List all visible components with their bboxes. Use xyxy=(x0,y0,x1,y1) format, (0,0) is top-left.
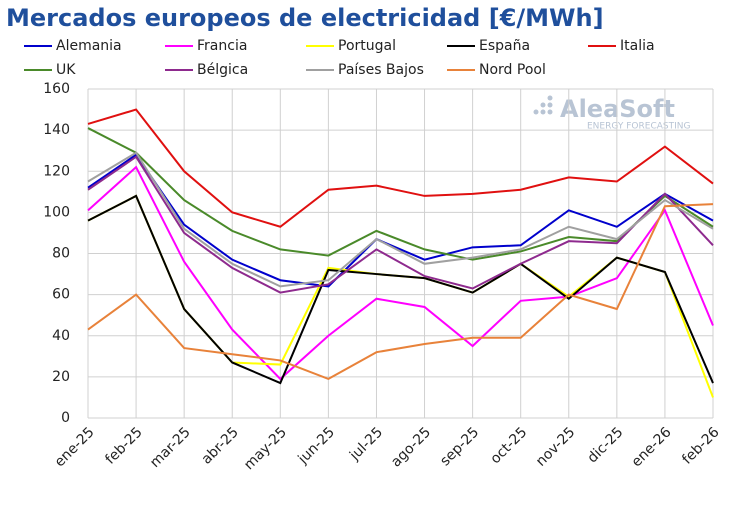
legend-label: Portugal xyxy=(338,38,396,54)
y-tick-label: 160 xyxy=(43,81,70,97)
legend-label: Bélgica xyxy=(197,62,248,78)
x-tick-label: jul-25 xyxy=(346,424,386,464)
legend-label: Países Bajos xyxy=(338,62,424,78)
legend-label: España xyxy=(479,38,530,54)
series-line xyxy=(87,153,714,288)
legend-label: Nord Pool xyxy=(479,62,546,78)
y-tick-label: 40 xyxy=(52,328,70,344)
y-tick-label: 0 xyxy=(61,410,70,426)
chart-title: Mercados europeos de electricidad [€/MWh… xyxy=(6,4,604,32)
series-line xyxy=(87,127,714,261)
x-tick-label: ene-26 xyxy=(629,424,675,470)
series-line xyxy=(87,165,714,381)
y-tick-label: 20 xyxy=(52,369,70,385)
y-tick-label: 120 xyxy=(43,163,70,179)
x-tick-label: jun-25 xyxy=(295,424,338,467)
y-tick-label: 80 xyxy=(52,246,70,262)
legend-label: Italia xyxy=(620,38,655,54)
series-line xyxy=(87,151,714,288)
legend-label: UK xyxy=(56,62,76,78)
x-tick-label: abr-25 xyxy=(199,424,242,467)
legend-label: Alemania xyxy=(56,38,122,54)
logo-tagline: ENERGY FORECASTING xyxy=(587,122,690,132)
x-tick-label: feb-26 xyxy=(679,424,722,467)
logo-icon xyxy=(533,95,553,115)
y-tick-label: 100 xyxy=(43,204,70,220)
series-line xyxy=(87,194,714,385)
x-tick-label: dic-25 xyxy=(585,424,627,466)
x-tick-label: ene-25 xyxy=(52,424,98,470)
series-line xyxy=(87,108,714,228)
x-tick-label: oct-25 xyxy=(487,424,530,467)
series-line xyxy=(87,203,714,381)
y-tick-label: 140 xyxy=(43,122,70,138)
x-tick-label: sep-25 xyxy=(437,424,482,469)
x-tick-label: nov-25 xyxy=(533,424,578,469)
x-tick-label: may-25 xyxy=(241,424,290,473)
x-tick-label: mar-25 xyxy=(147,424,194,471)
y-tick-label: 60 xyxy=(52,287,70,303)
x-tick-label: ago-25 xyxy=(388,424,434,470)
legend-label: Francia xyxy=(197,38,247,54)
x-tick-label: feb-25 xyxy=(102,424,145,467)
series-line xyxy=(87,155,714,294)
logo-name: AleaSoft xyxy=(560,95,675,123)
